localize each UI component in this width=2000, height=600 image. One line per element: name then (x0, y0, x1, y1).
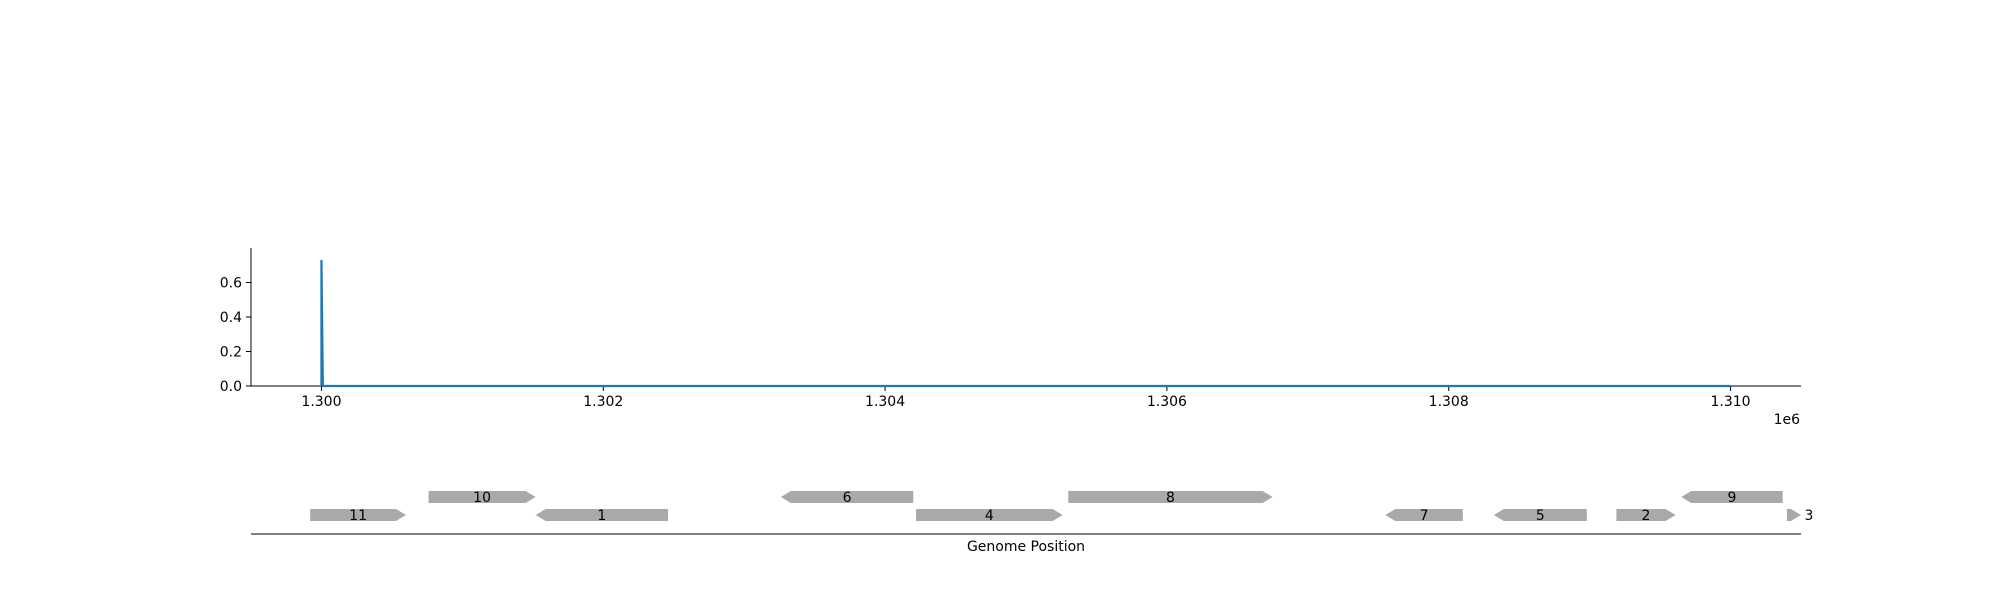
gene-arrow-forward (310, 509, 406, 521)
y-ticks: 0.0 0.2 0.4 0.6 (220, 276, 251, 395)
x-tick-label: 1.302 (583, 394, 623, 410)
gene-arrow-forward (1068, 491, 1273, 503)
gene-feature: 7 (1385, 508, 1463, 524)
gene-arrow-forward (428, 491, 536, 503)
y-tick-label: 0.0 (220, 379, 242, 395)
gene-feature: 1 (535, 508, 669, 524)
x-tick-label: 1.310 (1710, 394, 1750, 410)
gene-label: 4 (985, 508, 994, 524)
gene-label: 5 (1536, 508, 1545, 524)
gene-label: 6 (843, 490, 852, 506)
gene-arrow-reverse (1493, 509, 1587, 521)
gene-feature: 10 (428, 490, 536, 506)
y-tick-label: 0.6 (220, 276, 242, 292)
gene-track: 11 10 1 6 4 8 7 5 2 9 3 Genome Position (251, 490, 1813, 555)
track-x-label: Genome Position (967, 539, 1085, 555)
gene-label: 9 (1727, 490, 1736, 506)
gene-feature: 2 (1616, 508, 1676, 524)
gene-feature: 4 (916, 508, 1063, 524)
gene-arrow-reverse (535, 509, 669, 521)
gene-feature: 11 (310, 508, 406, 524)
gene-label: 3 (1805, 508, 1814, 524)
gene-arrow-reverse (1681, 491, 1783, 503)
gene-label: 8 (1166, 490, 1175, 506)
gene-arrow-reverse (780, 491, 914, 503)
gene-arrow-forward (916, 509, 1063, 521)
x-tick-label: 1.300 (301, 394, 341, 410)
gene-feature: 3 (1786, 508, 1814, 524)
gene-feature: 5 (1493, 508, 1587, 524)
gene-label: 10 (473, 490, 491, 506)
gene-feature: 6 (780, 490, 914, 506)
gene-arrow-forward (1616, 509, 1676, 521)
gene-feature: 8 (1068, 490, 1273, 506)
x-tick-label: 1.308 (1429, 394, 1469, 410)
gene-label: 2 (1642, 508, 1651, 524)
gene-feature: 9 (1681, 490, 1783, 506)
x-tick-label: 1.306 (1147, 394, 1187, 410)
y-tick-label: 0.4 (220, 310, 242, 326)
gene-arrow-forward (1786, 509, 1801, 521)
gene-arrow-reverse (1385, 509, 1463, 521)
coverage-plot: 0.00.20.40.6 1.300 1.302 1.304 1.306 1.308 1.… (220, 248, 1801, 428)
gene-label: 7 (1420, 508, 1429, 524)
gene-features: 11 10 1 6 4 8 7 5 2 9 3 (310, 490, 1813, 524)
x-ticks: 1.300 1.302 1.304 1.306 1.308 1.310 (301, 386, 1751, 410)
series-line (320, 260, 1731, 388)
gene-label: 11 (349, 508, 367, 524)
x-tick-label: 1.304 (865, 394, 905, 410)
y-tick-label: 0.2 (220, 345, 242, 361)
gene-label: 1 (597, 508, 606, 524)
x-offset-label: 1e6 (1774, 412, 1801, 428)
